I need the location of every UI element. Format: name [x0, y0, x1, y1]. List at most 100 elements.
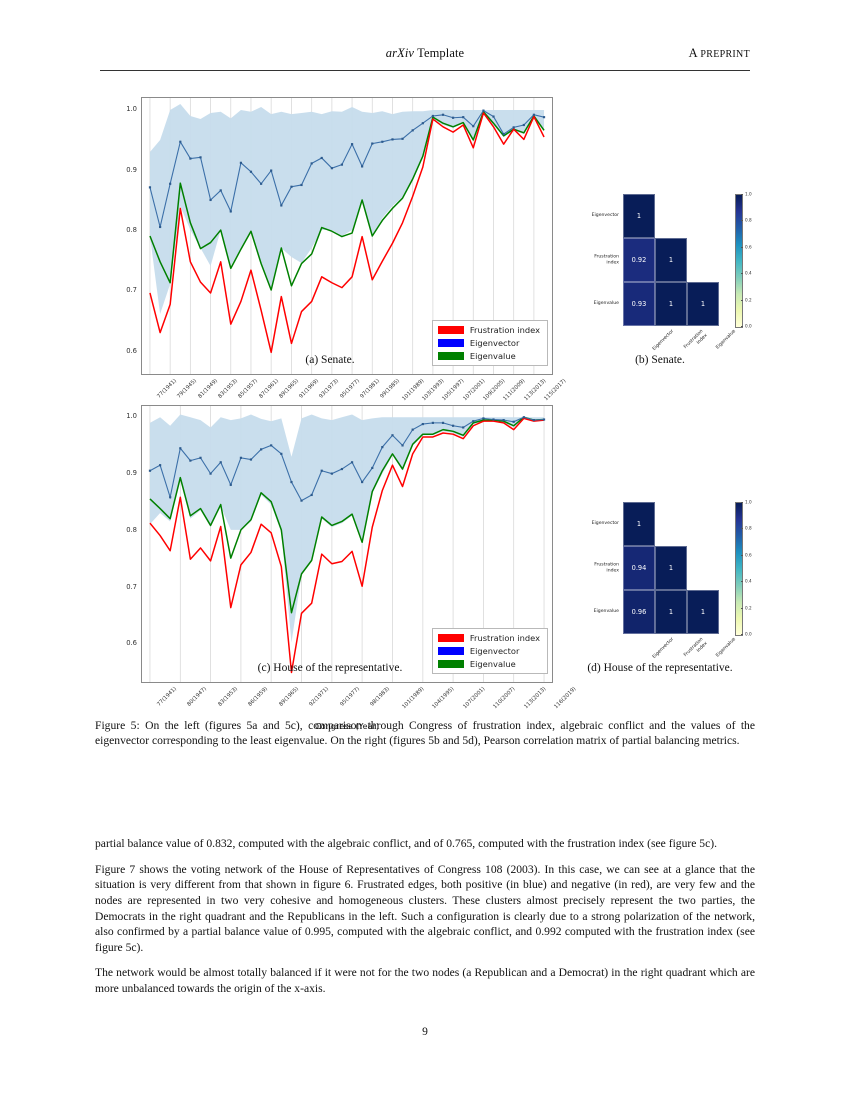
- heatmap-cell: 0.92: [623, 237, 655, 282]
- xtick: 89(1965): [278, 686, 300, 708]
- heatmap-row-label: Eigenvalue: [593, 609, 619, 615]
- colorbar-tick: 0.8: [745, 217, 752, 223]
- colorbar-tick: 0.4: [745, 270, 752, 276]
- colorbar-tick: 0.6: [745, 244, 752, 250]
- legend-swatch: [437, 634, 464, 642]
- house-line-xlabel: Congress (Year): [314, 721, 380, 731]
- heatmap-cell: 0.96: [623, 590, 655, 634]
- header-preprint-word: PREPRINT: [700, 49, 750, 60]
- colorbar-tick: 0.6: [745, 552, 752, 558]
- ytick: 1.0: [126, 412, 137, 421]
- legend-item[interactable]: Eigenvalue: [437, 659, 540, 669]
- colorbar-tickmark: [741, 326, 743, 327]
- subcaption-c: (c) House of the representative.: [257, 662, 403, 674]
- xtick: 113(2013): [522, 686, 547, 711]
- heatmap-cell: 1: [654, 545, 687, 590]
- heatmap-cell: 0.94: [623, 545, 655, 590]
- header-title: arXiv Template: [100, 46, 750, 61]
- subcaption-b: (b) Senate.: [635, 354, 685, 366]
- xtick: 98(1983): [369, 686, 392, 708]
- colorbar-tickmark: [741, 220, 743, 221]
- colorbar-tick: 0.2: [745, 605, 752, 611]
- colorbar-tickmark: [741, 194, 743, 195]
- colorbar-tickmark: [741, 634, 743, 635]
- legend-item[interactable]: Eigenvalue: [437, 351, 540, 361]
- xtick: 101(1989): [400, 686, 426, 711]
- legend-label: Eigenvector: [469, 646, 520, 656]
- body-text: partial balance value of 0.832, computed…: [95, 836, 755, 1007]
- xtick: 80(1947): [186, 686, 209, 708]
- house-heatmap-grid: Eigenvector 1 Frustration index 0.94 1 Eigenv…: [592, 502, 737, 660]
- heatmap-cell: 1: [654, 590, 687, 634]
- header-preprint: A PREPRINT: [689, 46, 750, 61]
- chart-house-line: Partial balance value 0.60.70.80.91.0 77…: [126, 405, 577, 731]
- senate-line-plot: [141, 97, 553, 375]
- senate-heatmap-colorbar: [735, 194, 743, 328]
- colorbar-tickmark: [741, 299, 743, 301]
- header-rule: [100, 70, 750, 71]
- heatmap-row-label: Frustration index: [594, 562, 619, 573]
- header-preprint-a: A: [688, 46, 698, 60]
- xtick: 87(1961): [257, 378, 280, 400]
- xtick: 107(2001): [461, 686, 487, 711]
- ytick: 0.7: [126, 582, 137, 591]
- colorbar-tickmark: [741, 246, 743, 248]
- legend-swatch: [437, 326, 464, 334]
- heatmap-col-label: Eigenvalue: [715, 329, 737, 351]
- colorbar-tick: 0.2: [745, 297, 752, 303]
- legend-item[interactable]: Eigenvector: [437, 338, 540, 348]
- chart-senate-line: Partial balance value 0.60.70.80.91.0 77…: [126, 97, 567, 423]
- paragraph-3: The network would be almost totally bala…: [95, 966, 755, 996]
- heatmap-cell: 1: [687, 282, 719, 326]
- legend-swatch: [437, 339, 464, 347]
- ytick: 0.9: [126, 165, 137, 174]
- heatmap-row-label: Eigenvector: [591, 521, 619, 527]
- heatmap-cell: 0.93: [623, 282, 655, 326]
- legend-label: Frustration index: [469, 633, 540, 643]
- colorbar-tickmark: [741, 502, 743, 503]
- xtick: 92(1971): [308, 686, 331, 708]
- figure-row-senate: Partial balance value 0.60.70.80.91.0 77…: [95, 92, 755, 423]
- xtick: 95(1977): [339, 686, 361, 708]
- legend-label: Eigenvalue: [469, 351, 516, 361]
- house-line-legend: Frustration index Eigenvector Eigenvalue: [431, 628, 548, 674]
- chart-house-heatmap: Eigenvector 1 Frustration index 0.94 1 Eigenv…: [565, 492, 755, 667]
- subcaption-a: (a) Senate.: [305, 354, 355, 366]
- running-header: arXiv Template A PREPRINT: [100, 46, 750, 70]
- xtick: 83(1953): [217, 378, 239, 400]
- subcaption-d: (d) House of the representative.: [587, 662, 733, 674]
- heatmap-cell: 1: [654, 237, 687, 282]
- colorbar-tick: 0.8: [745, 525, 752, 531]
- legend-swatch: [437, 647, 464, 655]
- legend-item[interactable]: Eigenvector: [437, 646, 540, 656]
- colorbar-tick: 0.4: [745, 578, 752, 584]
- heatmap-row-label: Frustration index: [594, 254, 619, 265]
- header-title-italic: arXiv: [385, 46, 415, 60]
- legend-item[interactable]: Frustration index: [437, 325, 540, 335]
- colorbar-tick: 1.0: [745, 191, 752, 197]
- chart-senate-heatmap: Eigenvector 1 Frustration index 0.92 1 Eigenv…: [565, 184, 755, 359]
- heatmap-col-label: Eigenvalue: [715, 637, 737, 659]
- xtick: 89(1965): [278, 378, 300, 400]
- figure-caption: Figure 5: On the left (figures 5a and 5c…: [95, 719, 755, 748]
- colorbar-tickmark: [741, 554, 743, 556]
- legend-item[interactable]: Frustration index: [437, 633, 540, 643]
- senate-line-legend: Frustration index Eigenvector Eigenvalue: [431, 320, 548, 366]
- heatmap-col-label: Frustration index: [683, 637, 709, 659]
- xtick: 77(1941): [156, 686, 179, 708]
- ytick: 0.9: [126, 469, 137, 478]
- header-title-rest: Template: [414, 46, 465, 60]
- ytick: 0.8: [126, 525, 137, 534]
- heatmap-col-label: Eigenvector: [651, 637, 675, 660]
- figure-5: Partial balance value 0.60.70.80.91.0 77…: [95, 92, 755, 731]
- xtick: 91(1969): [298, 378, 321, 400]
- paragraph-1: partial balance value of 0.832, computed…: [95, 837, 717, 850]
- house-heatmap-colorbar: [735, 502, 743, 636]
- xtick: 104(1995): [431, 686, 456, 711]
- ytick: 0.6: [126, 639, 137, 648]
- house-line-svg: [148, 406, 546, 682]
- ytick: 0.8: [126, 225, 137, 234]
- senate-line-svg: [148, 98, 546, 374]
- colorbar-tick: 0.0: [745, 631, 752, 637]
- xtick: 116(2019): [553, 686, 578, 711]
